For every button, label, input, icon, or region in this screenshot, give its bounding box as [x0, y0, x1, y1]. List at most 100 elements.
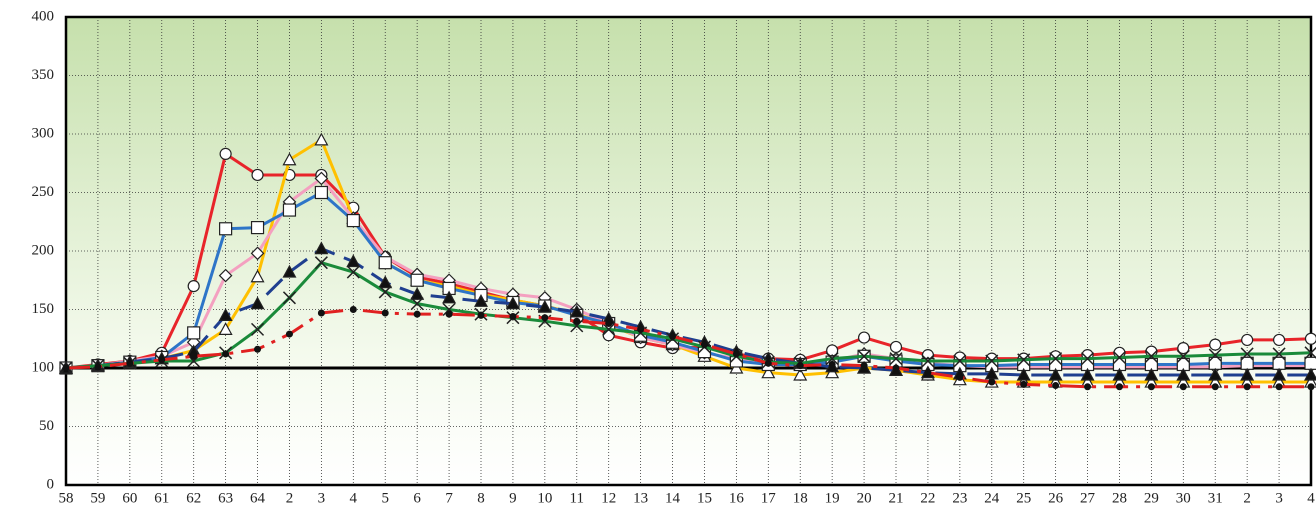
- marker: [1209, 338, 1222, 351]
- x-tick-label: 30: [1176, 490, 1191, 506]
- x-tick-label: 8: [477, 490, 485, 506]
- x-tick-label: 58: [59, 490, 74, 506]
- marker: [254, 345, 262, 353]
- marker: [410, 273, 424, 287]
- marker: [378, 256, 392, 270]
- x-tick-label: 61: [154, 490, 169, 506]
- x-tick-label: 18: [793, 490, 808, 506]
- marker: [761, 365, 776, 379]
- marker: [187, 326, 201, 340]
- x-tick-label: 28: [1112, 490, 1127, 506]
- marker: [187, 280, 200, 293]
- marker: [1307, 383, 1315, 391]
- x-tick-label: 63: [218, 490, 233, 506]
- x-tick-label: 31: [1208, 490, 1223, 506]
- marker: [473, 294, 489, 307]
- marker: [349, 306, 357, 313]
- marker: [250, 221, 265, 235]
- marker: [94, 363, 102, 371]
- marker: [857, 331, 871, 344]
- marker: [732, 350, 740, 358]
- y-tick-label: 150: [32, 301, 55, 317]
- marker: [218, 322, 233, 335]
- marker: [828, 360, 836, 368]
- marker: [251, 322, 265, 336]
- marker: [764, 359, 772, 367]
- marker: [218, 268, 233, 283]
- marker: [1272, 333, 1286, 347]
- marker: [314, 171, 329, 186]
- marker: [1304, 332, 1316, 345]
- marker: [1084, 383, 1092, 391]
- x-tick-label: 4: [1307, 490, 1315, 506]
- x-tick-label: 23: [952, 490, 967, 506]
- marker: [250, 246, 265, 261]
- marker: [314, 132, 329, 146]
- marker: [1020, 380, 1028, 388]
- x-tick-label: 59: [90, 490, 105, 506]
- marker: [892, 364, 900, 372]
- marker: [1112, 367, 1127, 381]
- series-line: [65, 247, 1311, 377]
- marker: [1080, 367, 1095, 381]
- marker: [857, 349, 871, 363]
- marker: [1017, 353, 1031, 367]
- marker: [1112, 350, 1126, 365]
- marker: [1052, 382, 1060, 390]
- marker: [921, 354, 935, 368]
- x-tick-label: 9: [509, 490, 517, 506]
- y-tick-label: 50: [39, 418, 54, 434]
- marker: [413, 310, 421, 318]
- marker: [442, 290, 457, 304]
- series-line: [65, 176, 1311, 370]
- y-tick-label: 200: [32, 242, 55, 258]
- marker: [219, 147, 232, 160]
- marker: [378, 275, 393, 289]
- series-line: [65, 308, 1311, 389]
- x-tick-label: 19: [825, 490, 840, 506]
- marker: [889, 340, 903, 354]
- marker: [1211, 383, 1219, 391]
- marker: [218, 308, 233, 321]
- marker: [1208, 367, 1223, 381]
- marker: [793, 367, 808, 381]
- x-tick-label: 7: [445, 490, 453, 506]
- marker: [250, 296, 265, 310]
- y-tick-label: 100: [32, 359, 55, 375]
- x-tick-label: 11: [570, 490, 584, 506]
- marker: [988, 378, 996, 386]
- y-tick-label: 250: [32, 184, 55, 200]
- marker: [537, 299, 552, 313]
- marker: [410, 287, 425, 300]
- marker: [796, 362, 804, 370]
- y-tick-label: 400: [32, 8, 55, 24]
- x-tick-label: 24: [984, 490, 1000, 506]
- marker: [1304, 356, 1316, 370]
- x-tick-label: 15: [697, 490, 712, 506]
- marker: [282, 291, 296, 305]
- marker: [1303, 367, 1316, 381]
- marker: [1272, 347, 1286, 361]
- series-line: [65, 191, 1311, 370]
- x-tick-label: 22: [920, 490, 935, 506]
- marker: [219, 222, 233, 236]
- x-tick-label: 60: [122, 490, 137, 506]
- x-tick-label: 3: [1275, 490, 1283, 506]
- marker: [505, 296, 520, 310]
- marker: [956, 373, 964, 381]
- marker: [1144, 349, 1158, 363]
- marker: [1081, 352, 1095, 366]
- marker: [541, 314, 549, 322]
- marker: [314, 241, 329, 255]
- marker: [889, 352, 903, 366]
- marker: [222, 350, 230, 358]
- x-tick-label: 4: [350, 490, 358, 506]
- marker: [1176, 349, 1190, 363]
- x-tick-label: 12: [601, 490, 616, 506]
- marker: [1176, 367, 1191, 381]
- marker: [190, 352, 198, 360]
- marker: [602, 322, 616, 336]
- y-tick-label: 350: [32, 67, 55, 83]
- x-tick-label: 17: [761, 490, 777, 506]
- marker: [282, 264, 297, 278]
